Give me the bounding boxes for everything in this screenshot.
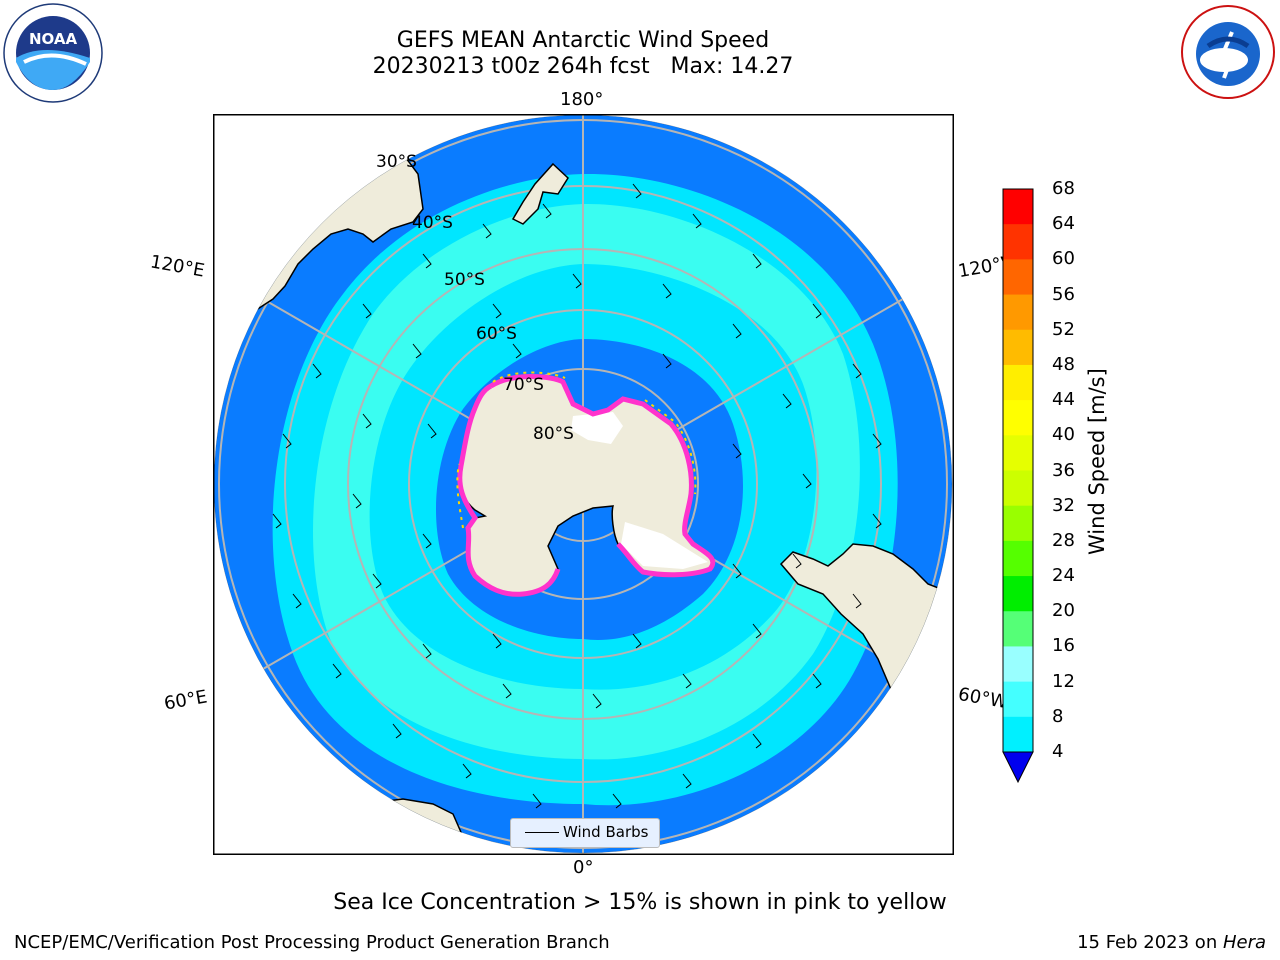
lat-label-60s: 60°S: [476, 324, 517, 344]
colorbar-tick-label: 28: [1052, 529, 1075, 551]
colorbar-label: Wind Speed [m/s]: [1085, 368, 1109, 555]
colorbar-tick-label: 16: [1052, 635, 1075, 657]
sea-ice-core: [456, 371, 697, 529]
colorbar-tick-label: 48: [1052, 353, 1075, 375]
colorbar: [1002, 188, 1034, 784]
colorbar-segment: [1003, 470, 1033, 507]
colorbar-segment: [1003, 716, 1033, 753]
colorbar-frame: [1002, 188, 1034, 753]
lat-label-50s: 50°S: [444, 270, 485, 290]
colorbar-tick-label: 8: [1052, 705, 1064, 727]
colorbar-tick-label: 56: [1052, 283, 1075, 305]
colorbar-segment: [1003, 505, 1033, 542]
lat-label-40s: 40°S: [412, 213, 453, 233]
lat-label-30s: 30°S: [376, 152, 417, 172]
map-frame: [213, 114, 954, 855]
colorbar-tick-label: 36: [1052, 459, 1075, 481]
chart-title: GEFS MEAN Antarctic Wind Speed: [396, 28, 770, 53]
colorbar-tick-label: 20: [1052, 600, 1075, 622]
wind-barbs: [272, 183, 882, 809]
colorbar-tick-label: 32: [1052, 494, 1075, 516]
colorbar-segment: [1003, 646, 1033, 683]
sea-ice-note: Sea Ice Concentration > 15% is shown in …: [333, 890, 947, 915]
lon-label-0: 0°: [573, 857, 594, 878]
lat-label-80s: 80°S: [533, 424, 574, 444]
colorbar-segment: [1003, 189, 1033, 225]
colorbar-segment: [1003, 540, 1033, 577]
colorbar-segment: [1003, 681, 1033, 718]
footer-date: 15 Feb 2023 on Hera: [1077, 932, 1266, 953]
footer-credit: NCEP/EMC/Verification Post Processing Pr…: [14, 932, 610, 953]
colorbar-segment: [1003, 294, 1033, 331]
colorbar-segment: [1003, 364, 1033, 401]
map-legend: Wind Barbs: [510, 818, 660, 848]
new-zealand-land: [511, 162, 569, 225]
footer-host: Hera: [1222, 932, 1266, 953]
colorbar-segment: [1003, 611, 1033, 647]
lon-label-60e: 60°E: [162, 686, 209, 715]
colorbar-segment: [1003, 576, 1033, 612]
colorbar-tick-label: 60: [1052, 248, 1075, 270]
colorbar-tick-label: 68: [1052, 178, 1075, 199]
legend-label: Wind Barbs: [563, 823, 649, 841]
colorbar-tick-label: 12: [1052, 670, 1075, 692]
sea-ice-edge: [457, 374, 716, 597]
chart-subtitle: 20230213 t00z 264h fcst Max: 14.27: [372, 54, 794, 79]
lon-label-180: 180°: [560, 89, 604, 110]
noaa-logo: NOAA: [2, 2, 104, 104]
noaa-logo-text: NOAA: [29, 30, 78, 48]
footer-date-text: 15 Feb 2023 on: [1077, 932, 1223, 953]
colorbar-segment: [1003, 435, 1033, 471]
colorbar-tick-label: 4: [1052, 741, 1064, 762]
ice-shelf-ross: [571, 412, 623, 444]
colorbar-tick-label: 64: [1052, 213, 1075, 235]
colorbar-tick-label: 52: [1052, 318, 1075, 340]
lat-label-70s: 70°S: [503, 375, 544, 395]
colorbar-segment: [1003, 400, 1033, 436]
colorbar-extend-arrow: [1002, 751, 1034, 784]
colorbar-segment: [1003, 259, 1033, 296]
ice-shelf-ronne: [621, 522, 708, 569]
lon-label-120e: 120°E: [148, 251, 207, 282]
nws-logo: [1178, 2, 1278, 102]
colorbar-tick-label: 44: [1052, 389, 1075, 411]
colorbar-tick-label: 40: [1052, 424, 1075, 446]
polar-map: [213, 114, 954, 855]
colorbar-segment: [1003, 329, 1033, 366]
colorbar-segment: [1003, 224, 1033, 260]
wind-barb-legend-line: [525, 832, 559, 833]
colorbar-tick-label: 24: [1052, 565, 1075, 587]
